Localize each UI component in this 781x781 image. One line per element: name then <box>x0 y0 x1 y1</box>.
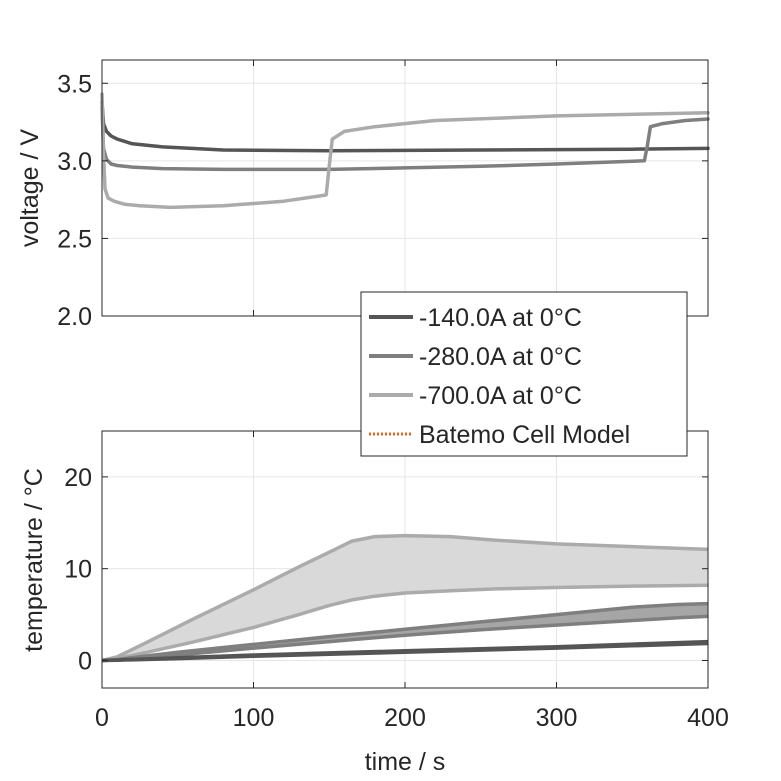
y-tick-label: 20 <box>64 464 92 492</box>
x-tick-label: 400 <box>687 704 729 732</box>
voltage-panel: 2.0 2.5 3.0 3.5 voltage / V <box>16 60 708 331</box>
legend: -140.0A at 0°C -280.0A at 0°C -700.0A at 0… <box>361 292 687 456</box>
temperature-x-ticks: 0 100 200 300 400 <box>95 704 729 732</box>
x-tick-label: 300 <box>536 704 578 732</box>
y-tick-label: 3.0 <box>57 148 92 176</box>
x-tick-label: 200 <box>384 704 426 732</box>
legend-label: -280.0A at 0°C <box>419 343 582 371</box>
time-x-axis-label: time / s <box>365 748 446 776</box>
legend-label: Batemo Cell Model <box>419 421 630 449</box>
y-tick-label: 2.5 <box>57 225 92 253</box>
figure: 2.0 2.5 3.0 3.5 voltage / V 0 10 20 0 100 200 30… <box>0 0 781 781</box>
y-tick-label: 0 <box>78 647 92 675</box>
y-tick-label: 2.0 <box>57 303 92 331</box>
voltage-y-axis-label: voltage / V <box>16 129 44 247</box>
y-tick-label: 3.5 <box>57 70 92 98</box>
legend-label: -700.0A at 0°C <box>419 382 582 410</box>
temperature-panel: 0 10 20 0 100 200 300 400 temperature / °C tim… <box>20 431 729 776</box>
x-tick-label: 0 <box>95 704 109 732</box>
x-tick-label: 100 <box>233 704 275 732</box>
temperature-y-axis-label: temperature / °C <box>20 468 48 652</box>
legend-label: -140.0A at 0°C <box>419 304 582 332</box>
y-tick-label: 10 <box>64 556 92 584</box>
